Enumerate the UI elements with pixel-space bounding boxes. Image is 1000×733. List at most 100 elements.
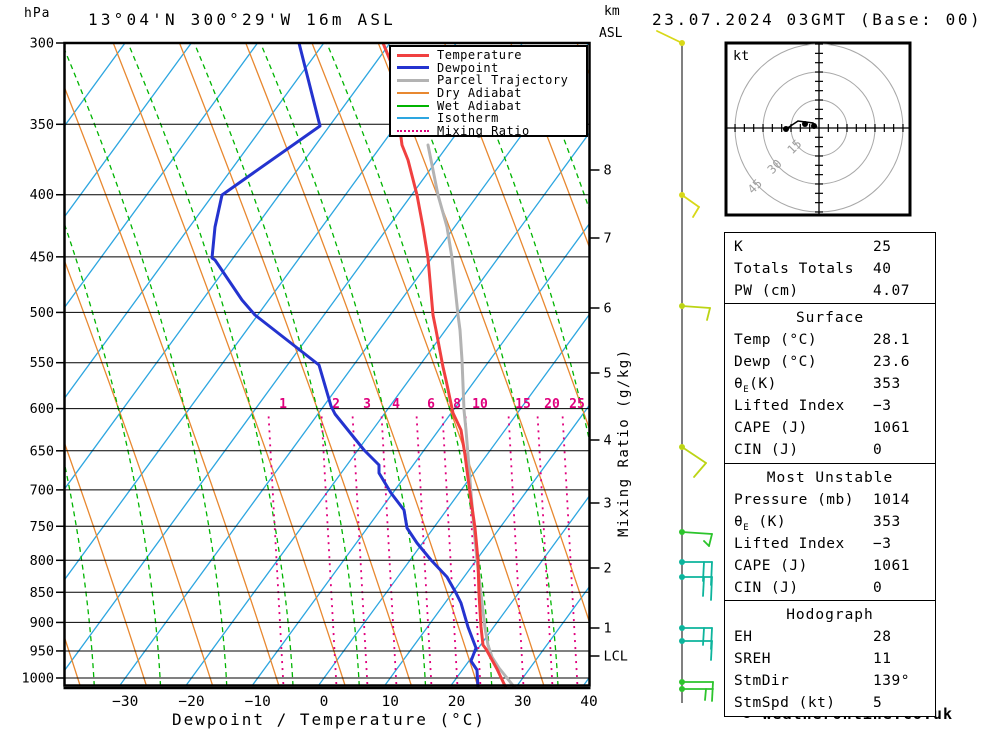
stats-row: Pressure (mb) 1014 [725,489,935,511]
legend-item-label: Temperature [437,48,522,63]
dry-adiabat-line [311,43,545,687]
legend-item-label: Parcel Trajectory [437,73,569,88]
stats-row-value: 40 [873,260,892,277]
isotherm-line [383,404,589,687]
stats-row: Dewp (°C) 23.6 [725,351,935,373]
isotherm-line [317,313,589,687]
mixing-ratio-line [507,412,525,685]
stats-row: StmDir 139° [725,670,935,692]
height-axis-unit-km: km [604,4,620,19]
sounding-stats-tables: K 25 Totals Totals 40 PW (cm) 4.07 Surface Temp… [724,231,936,717]
plot-frame [63,41,591,690]
wind-barb-column [656,30,714,703]
sounding-curves [210,43,517,688]
pressure-tick-label: 550 [30,355,54,371]
stats-row: Lifted Index −3 [725,533,935,555]
mixing-ratio-value: 25 [569,397,585,412]
wet-adiabat-line [458,43,589,442]
legend-item-isotherm: Isotherm [397,112,586,125]
pressure-tick-label: 600 [30,401,54,417]
height-tick-label: 4 [604,433,612,449]
height-tick-label: 1 [604,621,612,637]
mixing-ratio-value: 8 [453,397,461,412]
stats-row: CIN (J) 0 [725,439,935,461]
stats-row-label: Pressure (mb) [734,491,854,508]
stats-section-title: Surface [795,310,865,326]
height-axis: 8 7 6 5 4 3 2 1 LCL [589,163,628,665]
wet-adiabat-line [392,43,559,687]
stats-row: PW (cm) 4.07 [725,280,935,302]
temperature-tick-label: −10 [245,694,271,710]
height-tick-label: 7 [604,231,612,247]
run-datetime-title: 23.07.2024 03GMT (Base: 00) [652,10,983,29]
legend-line-sample [397,66,429,70]
isotherm-line [65,43,523,671]
wet-adiabat-line [193,43,360,687]
stats-row-label: K [734,238,744,255]
pressure-tick-label: 950 [30,643,54,659]
hodograph-trace-dot [811,123,817,129]
stats-row-value: 353 [873,513,901,530]
wet-adiabat-line [525,43,589,211]
legend-item-label: Dry Adiabat [437,86,522,101]
mixing-ratio-value: 3 [363,397,371,412]
hodograph-unit-label: kt [733,48,749,64]
stats-row: CAPE (J) 1061 [725,555,935,577]
pressure-tick-label: 350 [30,117,54,133]
wet-adiabat-line [260,43,427,687]
height-tick-label: 6 [604,301,612,317]
mixing-ratio-axis-label: Mixing Ratio (g/kg) [616,348,632,537]
stats-row-value: 139° [873,673,910,689]
legend-item-label: Wet Adiabat [437,98,522,113]
wet-adiabat-line [65,223,162,687]
isotherm-line [185,132,589,687]
mixing-ratio-line [267,412,285,685]
stats-row-label: Lifted Index [734,398,845,414]
stats-row-label: Lifted Index [734,535,845,552]
pressure-tick-label: 900 [30,615,54,631]
stats-row-value: 1061 [873,557,910,574]
stats-row-label: θE (K) [734,513,787,533]
dry-adiabat-line [0,43,14,686]
legend-item-dewpoint: Dewpoint [397,62,586,75]
mixing-ratio-value: 10 [472,397,488,412]
isotherm-line [65,43,391,490]
stats-section-indices: K 25 Totals Totals 40 PW (cm) 4.07 [724,231,936,305]
stats-row-value: 0 [873,579,883,596]
pressure-tick-label: 700 [30,482,54,498]
height-tick-label: 3 [604,496,612,512]
lcl-label: LCL [604,649,628,665]
pressure-tick-label: 750 [30,519,54,535]
wind-barb [679,529,713,547]
mixing-ratio-value: 20 [544,397,560,412]
stats-row-label: Dewp (°C) [734,354,818,370]
stats-row-value: 23.6 [873,354,910,370]
isotherm-line [65,43,325,399]
mixing-ratio-labels: 1 2 3 4 6 8 10 15 20 25 [279,397,585,412]
wet-adiabat-line [326,43,493,687]
wind-barb [679,638,713,661]
pressure-tick-label: 650 [30,443,54,459]
parcel-trajectory-curve [426,143,517,688]
mixing-ratio-line [320,412,338,685]
wind-barb [656,30,685,46]
stats-row-label: EH [734,629,753,645]
stats-section-title: Hodograph [786,607,874,623]
legend-item-mixing-ratio: Mixing Ratio [397,125,586,138]
legend-line-sample [397,129,429,132]
wind-barb [679,625,713,650]
isotherm-line [118,43,589,687]
pressure-tick-label: 450 [30,249,54,265]
wind-barb [679,444,707,478]
stats-row-value: 1014 [873,491,910,508]
skewt-background-grid [0,43,589,687]
wet-adiabat-line [65,49,228,687]
legend-line-sample [397,117,429,120]
temperature-tick-label: 10 [382,694,399,710]
wind-barb [679,303,711,321]
mixing-ratio-value: 1 [279,397,287,412]
pressure-tick-label: 300 [30,36,54,52]
